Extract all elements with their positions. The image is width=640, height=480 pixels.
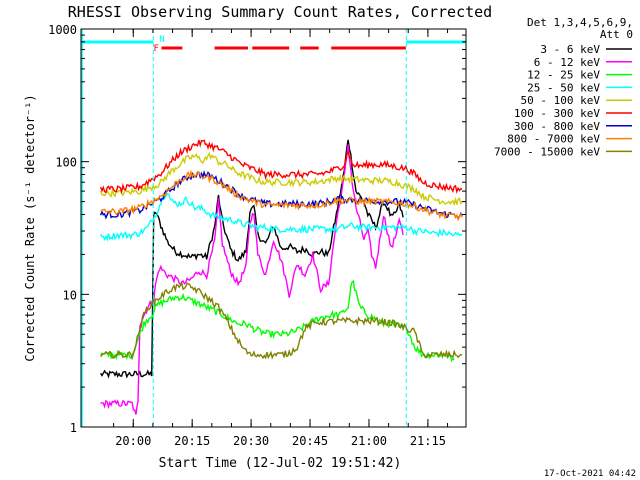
series-line-50-100-kev xyxy=(99,151,463,207)
y-axis-label: Corrected Count Rate (s⁻¹ detector⁻¹) xyxy=(23,94,37,361)
x-tick-label-5: 21:15 xyxy=(410,434,446,448)
y-tick-label-1: 10 xyxy=(63,288,77,302)
y-tick-label-0: 1 xyxy=(70,421,77,435)
series-line-12-25-kev xyxy=(100,280,455,363)
x-axis-label: Start Time (12-Jul-02 19:51:42) xyxy=(159,456,402,471)
x-axis: 20:00 20:15 20:30 20:45 21:00 21:15 xyxy=(113,29,449,448)
legend-label-100-300-kev: 100 - 300 keV xyxy=(514,107,600,120)
series-line-100-300-kev xyxy=(99,139,463,195)
series-line-300-800-kev xyxy=(99,170,463,220)
series-line-7000-15000-kev xyxy=(100,281,463,361)
flare-flag-label: F xyxy=(154,44,159,54)
series-line-3-6-kev xyxy=(100,139,404,379)
plot-area: NF xyxy=(81,29,467,427)
night-flag-label: N xyxy=(159,35,164,45)
series-line-6-12-kev xyxy=(100,144,404,415)
y-tick-label-2: 100 xyxy=(55,156,77,170)
legend-label-3-6-kev: 3 - 6 keV xyxy=(540,43,600,56)
legend-label-300-800-kev: 300 - 800 keV xyxy=(514,120,600,133)
legend-header-line-2: Att 0 xyxy=(600,28,633,41)
legend-label-50-100-kev: 50 - 100 keV xyxy=(521,94,601,107)
legend-label-7000-15000-kev: 7000 - 15000 keV xyxy=(494,145,600,158)
y-tick-label-3: 1000 xyxy=(48,23,77,37)
legend-label-800-7000-kev: 800 - 7000 keV xyxy=(507,133,600,146)
series-line-800-7000-kev xyxy=(100,169,463,222)
series-line-25-50-kev xyxy=(99,193,463,242)
legend-label-6-12-kev: 6 - 12 keV xyxy=(534,56,601,69)
x-tick-label-2: 20:30 xyxy=(233,434,269,448)
x-tick-label-3: 20:45 xyxy=(292,434,328,448)
x-tick-label-1: 20:15 xyxy=(174,434,210,448)
chart-title: RHESSI Observing Summary Count Rates, Co… xyxy=(68,3,492,21)
y-axis: 1 10 100 1000 xyxy=(48,23,466,435)
legend-label-25-50-kev: 25 - 50 keV xyxy=(527,81,600,94)
plot-frame xyxy=(80,28,467,428)
x-tick-label-4: 21:00 xyxy=(351,434,387,448)
legend-label-12-25-kev: 12 - 25 keV xyxy=(527,69,600,82)
x-tick-label-0: 20:00 xyxy=(115,434,151,448)
legend-header-line-1: Det 1,3,4,5,6,9, xyxy=(527,16,633,29)
footer-date: 17-Oct-2021 04:42 xyxy=(544,469,636,479)
